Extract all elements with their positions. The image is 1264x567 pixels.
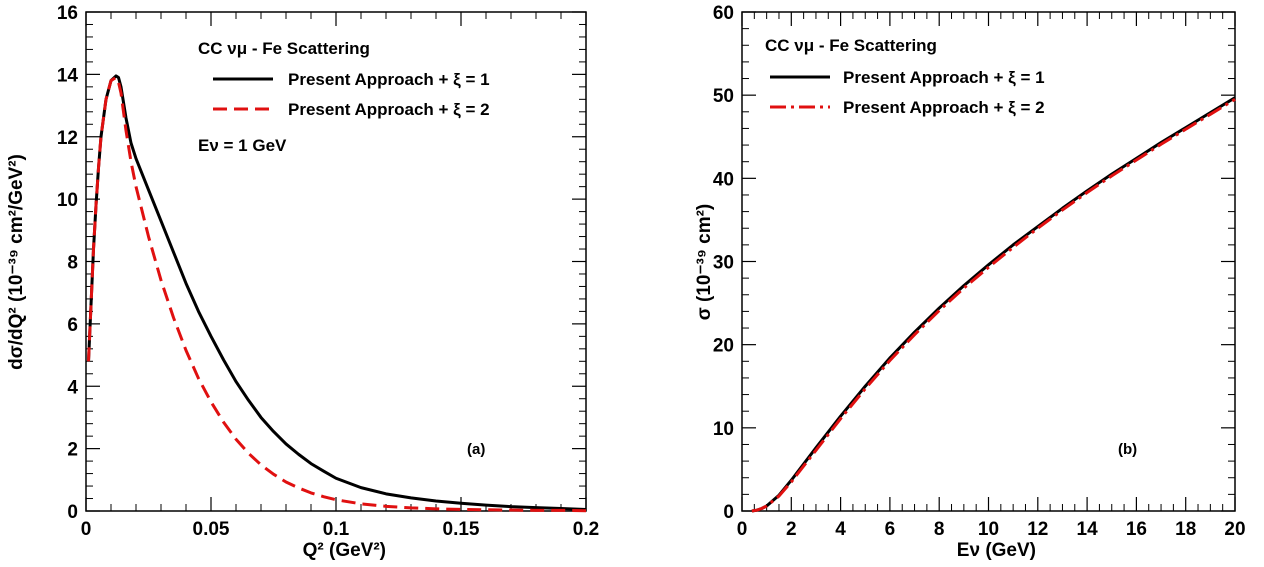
a-x-tick-label: 0 (81, 519, 92, 540)
b-y-tick-label: 0 (723, 502, 734, 523)
b-x-tick-label: 20 (1224, 519, 1245, 540)
panel-a-legend-entry-1: Present Approach + ξ = 1 (288, 70, 490, 89)
b-y-tick-label: 20 (713, 336, 734, 357)
a-x-tick-label: 0.1 (323, 519, 350, 540)
a-y-tick-label: 2 (67, 440, 78, 461)
panel-a-legend: CC νμ - Fe Scattering Present Approach +… (198, 39, 490, 155)
b-x-tick-label: 18 (1175, 519, 1196, 540)
panel-a-legend-header: CC νμ - Fe Scattering (198, 39, 370, 58)
a-series-line-1 (87, 74, 587, 511)
b-series-line-2 (751, 98, 1236, 513)
panel-b-legend: CC νμ - Fe Scattering Present Approach +… (765, 36, 1045, 117)
a-y-tick-label: 6 (67, 315, 78, 336)
a-x-tick-label: 0.05 (193, 519, 230, 540)
b-x-tick-label: 10 (978, 519, 999, 540)
b-x-tick-label: 16 (1126, 519, 1147, 540)
panel-a-series (87, 74, 587, 513)
a-y-tick-label: 0 (67, 502, 78, 523)
b-y-tick-label: 60 (713, 3, 734, 24)
panel-b-label: (b) (1118, 441, 1137, 458)
panel-b-x-axis-title: Eν (GeV) (957, 540, 1036, 561)
panel-b-y-axis-title: σ (10⁻³⁹ cm²) (694, 204, 715, 321)
b-series-line-1 (751, 96, 1236, 513)
a-y-tick-label: 8 (67, 253, 78, 274)
a-y-tick-label: 14 (57, 65, 79, 86)
a-x-tick-label: 0.2 (573, 519, 599, 540)
panel-a-x-axis-title: Q² (GeV²) (303, 540, 386, 561)
panel-a-legend-note: Eν = 1 GeV (198, 136, 287, 155)
a-y-tick-label: 10 (57, 190, 78, 211)
panel-a-legend-entry-2: Present Approach + ξ = 2 (288, 100, 490, 119)
panel-a-x-tick-labels: 0 0.05 0.1 0.15 0.2 (81, 519, 600, 540)
panel-b-y-tick-labels: 0 10 20 30 40 50 60 (713, 3, 734, 523)
a-x-tick-label: 0.15 (443, 519, 480, 540)
panel-a-y-axis-title: dσ/dQ² (10⁻³⁹ cm²/GeV²) (6, 154, 27, 370)
panel-a-y-tick-labels: 0 2 4 6 8 10 12 14 16 (57, 3, 79, 523)
a-y-tick-label: 12 (57, 128, 78, 149)
panel-a-chart: 0 0.05 0.1 0.15 0.2 0 2 4 6 8 10 12 14 16 CC νμ - Fe… (6, 3, 599, 561)
panel-b-legend-entry-2: Present Approach + ξ = 2 (843, 98, 1045, 117)
panel-a-label: (a) (467, 441, 485, 458)
panel-b-x-tick-labels: 0 2 4 6 8 10 12 14 16 18 20 (737, 519, 1246, 540)
a-y-tick-label: 16 (57, 3, 78, 24)
panel-a-ticks (85, 11, 587, 512)
b-y-tick-label: 10 (713, 419, 734, 440)
panel-b-legend-entry-1: Present Approach + ξ = 1 (843, 68, 1045, 87)
b-x-tick-label: 12 (1027, 519, 1048, 540)
b-x-tick-label: 8 (934, 519, 945, 540)
b-x-tick-label: 6 (885, 519, 896, 540)
panel-b-legend-header: CC νμ - Fe Scattering (765, 36, 937, 55)
b-y-tick-label: 50 (713, 86, 734, 107)
b-x-tick-label: 2 (786, 519, 797, 540)
b-x-tick-label: 4 (835, 519, 846, 540)
b-x-tick-label: 14 (1077, 519, 1099, 540)
b-y-tick-label: 30 (713, 253, 734, 274)
b-y-tick-label: 40 (713, 169, 734, 190)
panel-b-ticks (741, 11, 1236, 512)
panel-b-chart: 0 2 4 6 8 10 12 14 16 18 20 0 10 20 30 40 50 60 CC νμ - … (694, 3, 1246, 561)
a-series-line-2 (87, 75, 587, 513)
b-x-tick-label: 0 (737, 519, 748, 540)
a-y-tick-label: 4 (67, 377, 78, 398)
panel-b-series (751, 96, 1236, 513)
